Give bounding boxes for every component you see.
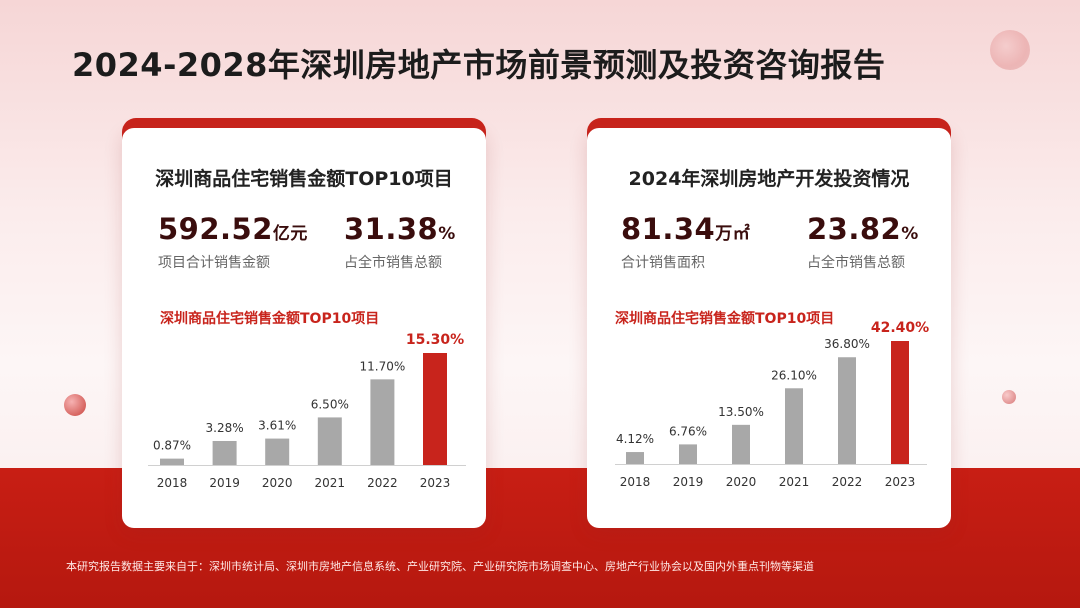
- data-label: 11.70%: [360, 359, 406, 373]
- bar: [265, 438, 290, 465]
- x-tick-label: 2022: [832, 475, 863, 489]
- bar: [423, 353, 447, 465]
- data-label: 3.61%: [258, 419, 296, 433]
- bar: [838, 357, 856, 464]
- stat-card-sales-top10: 深圳商品住宅销售金额TOP10项目 592.52亿元 项目合计销售金额 31.3…: [122, 128, 486, 528]
- bar: [785, 388, 803, 464]
- card-title: 深圳商品住宅销售金额TOP10项目: [155, 168, 453, 190]
- stat-value: 31.38%: [344, 212, 456, 246]
- stat-label: 占全市销售总额: [344, 255, 442, 271]
- x-tick-label: 2021: [315, 476, 346, 490]
- x-tick-label: 2022: [367, 476, 398, 490]
- data-label: 15.30%: [406, 332, 464, 348]
- page-title: 2024-2028年深圳房地产市场前景预测及投资咨询报告: [72, 46, 886, 84]
- bar-chart: 4.12% 2018 6.76% 2019 13.50% 2020 26.10% 2021 36…: [615, 320, 929, 489]
- data-label: 36.80%: [824, 337, 870, 351]
- stat-value: 23.82%: [807, 212, 919, 246]
- bar: [212, 440, 237, 465]
- stat-label: 项目合计销售金额: [158, 255, 270, 271]
- bar: [160, 458, 184, 465]
- decorative-orb: [64, 394, 86, 416]
- decorative-orb: [1002, 390, 1016, 404]
- stat-block: 81.34万㎡ 合计销售面积: [621, 212, 750, 272]
- card-title: 2024年深圳房地产开发投资情况: [628, 168, 910, 190]
- bar: [679, 444, 697, 464]
- data-label: 26.10%: [771, 368, 817, 382]
- x-tick-label: 2020: [262, 476, 293, 490]
- data-label: 6.76%: [669, 424, 707, 438]
- decorative-orb: [990, 30, 1030, 70]
- x-tick-label: 2020: [726, 475, 757, 489]
- bar: [370, 379, 395, 465]
- stat-unit: %: [438, 224, 456, 244]
- stat-label: 合计销售面积: [621, 255, 705, 271]
- data-label: 0.87%: [153, 439, 191, 453]
- source-footnote: 本研究报告数据主要来自于：深圳市统计局、深圳市房地产信息系统、产业研究院、产业研…: [66, 560, 814, 573]
- data-label: 6.50%: [311, 397, 349, 411]
- chart-title: 深圳商品住宅销售金额TOP10项目: [160, 311, 380, 327]
- stat-label: 占全市销售总额: [807, 255, 905, 271]
- stat-value: 81.34万㎡: [621, 212, 751, 246]
- bar: [626, 452, 644, 464]
- data-label: 42.40%: [871, 320, 929, 336]
- data-label: 3.28%: [206, 421, 244, 435]
- stat-card-investment: 2024年深圳房地产开发投资情况 81.34万㎡ 合计销售面积 23.82% 占…: [587, 128, 951, 528]
- stat-unit: %: [901, 224, 919, 244]
- x-tick-label: 2019: [673, 475, 704, 489]
- x-tick-label: 2019: [209, 476, 240, 490]
- bar: [317, 417, 342, 465]
- stat-value: 592.52亿元: [158, 212, 308, 246]
- bar-chart: 0.87% 2018 3.28% 2019 3.61% 2020 6.50% 2021 11.7…: [148, 332, 466, 490]
- stat-block: 23.82% 占全市销售总额: [807, 212, 919, 272]
- x-tick-label: 2023: [885, 475, 916, 489]
- x-tick-label: 2023: [420, 476, 451, 490]
- chart-title: 深圳商品住宅销售金额TOP10项目: [615, 311, 835, 327]
- x-tick-label: 2018: [157, 476, 188, 490]
- x-tick-label: 2018: [620, 475, 651, 489]
- data-label: 13.50%: [718, 405, 764, 419]
- stat-unit: 万㎡: [715, 224, 751, 244]
- stat-block: 592.52亿元 项目合计销售金额: [158, 212, 308, 272]
- stat-unit: 亿元: [272, 224, 308, 244]
- bar: [732, 424, 750, 464]
- x-tick-label: 2021: [779, 475, 810, 489]
- bar: [891, 341, 909, 464]
- data-label: 4.12%: [616, 432, 654, 446]
- stat-block: 31.38% 占全市销售总额: [344, 212, 456, 272]
